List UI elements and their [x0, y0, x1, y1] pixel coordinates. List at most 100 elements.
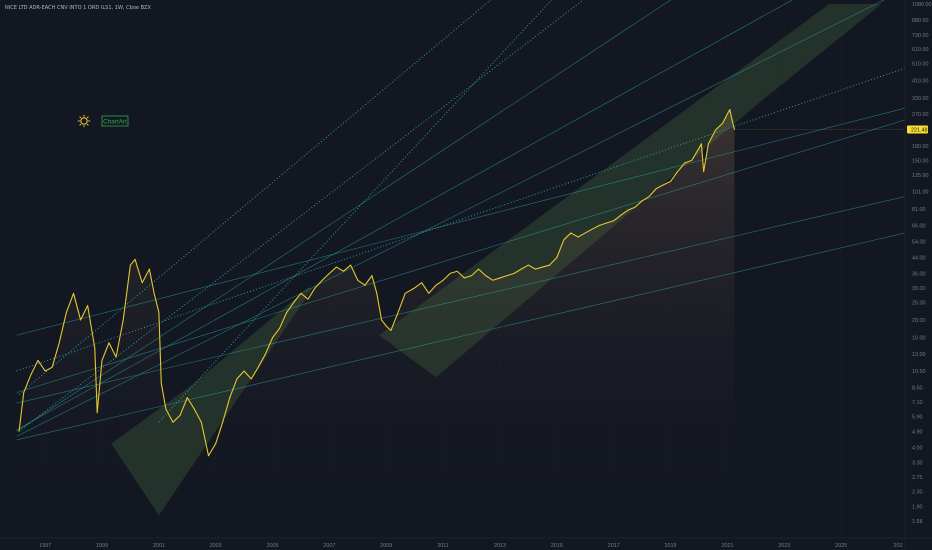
sun-icon: [77, 114, 91, 128]
y-tick-label: 3.30: [912, 461, 923, 467]
price-point: [257, 366, 259, 368]
price-point: [222, 421, 224, 423]
trend-line-3[interactable]: [16, 119, 906, 393]
x-axis[interactable]: 1997 1999 2001 2003 2005 2007 2009 2011 2013 2015…: [39, 543, 902, 549]
price-point: [684, 162, 686, 164]
price-point: [250, 378, 252, 380]
price-point: [703, 171, 705, 173]
trend-line-8[interactable]: [16, 0, 905, 437]
price-point: [471, 275, 472, 277]
x-tick-label: 202: [893, 543, 902, 549]
watermark: ChartArt: [77, 114, 129, 128]
price-point: [172, 421, 174, 423]
price-point: [381, 319, 382, 321]
price-point: [364, 284, 366, 286]
price-point: [506, 275, 508, 277]
price-point: [272, 337, 273, 339]
price-point: [186, 397, 188, 399]
x-tick-label: 2025: [835, 543, 847, 549]
y-tick-label: 2.75: [912, 475, 923, 481]
y-tick-label: 880.00: [912, 18, 929, 24]
y-tick-label: 1.58: [912, 519, 923, 525]
trend-line-2[interactable]: [16, 107, 906, 336]
price-point: [729, 109, 731, 110]
price-point: [293, 301, 295, 303]
price-point: [707, 143, 709, 145]
x-tick-label: 2011: [437, 543, 449, 549]
trend-line-6[interactable]: [16, 0, 905, 432]
price-point: [300, 292, 302, 294]
x-tick-label: 2001: [153, 543, 165, 549]
watermark-frame: [101, 115, 129, 127]
price-point: [641, 200, 643, 202]
price-point: [655, 188, 657, 190]
price-point: [23, 392, 25, 393]
y-tick-label: 4.90: [912, 429, 923, 435]
price-line: [18, 108, 735, 457]
price-point: [279, 327, 280, 329]
y-tick-label: 81.00: [912, 207, 926, 213]
price-point: [65, 312, 67, 313]
y-tick-label: 730.00: [912, 33, 929, 39]
y-tick-label: 16.00: [912, 336, 926, 342]
price-point: [478, 268, 480, 270]
price-point: [613, 220, 615, 222]
price-point: [620, 214, 622, 216]
price-point: [376, 292, 378, 294]
chart-title: NICE LTD ADR-EACH CNV INTO 1 ORD ILS1, 1…: [5, 5, 152, 11]
price-point: [421, 282, 423, 284]
price-point: [37, 360, 39, 361]
x-tick-label: 2003: [210, 543, 222, 549]
price-point: [584, 232, 586, 234]
trend-line-7[interactable]: [16, 0, 905, 431]
price-point: [51, 366, 53, 368]
y-tick-label: 25.00: [912, 300, 926, 306]
price-point: [442, 279, 444, 281]
price-point: [570, 232, 572, 234]
y-tick-label: 66.00: [912, 223, 926, 229]
trend-line-layer: [16, 0, 906, 441]
trend-line-11[interactable]: [158, 0, 562, 423]
price-point: [662, 184, 664, 186]
price-point: [73, 292, 74, 294]
price-point: [158, 312, 160, 313]
price-point: [200, 421, 202, 423]
y-tick-label: 13.00: [912, 352, 926, 358]
y-tick-label: 36.00: [912, 271, 926, 277]
trend-line-4[interactable]: [16, 196, 906, 404]
price-point: [485, 275, 487, 277]
price-point: [435, 284, 437, 286]
price-point: [634, 206, 636, 208]
price-point: [179, 414, 181, 416]
price-point: [492, 279, 494, 281]
price-point: [513, 272, 515, 274]
x-tick-label: 2017: [608, 543, 620, 549]
price-point: [414, 287, 416, 289]
price-point: [698, 147, 700, 149]
price-point: [371, 275, 373, 277]
price-point: [577, 236, 579, 238]
price-point: [385, 325, 387, 327]
y-tick-label: 330.00: [912, 96, 929, 102]
trend-line-10[interactable]: [18, 0, 597, 395]
x-tick-label: 2007: [323, 543, 335, 549]
x-tick-label: 1999: [96, 543, 108, 549]
price-point: [101, 360, 103, 361]
price-point: [129, 264, 131, 266]
price-point: [700, 143, 702, 145]
price-point: [148, 268, 150, 270]
price-line-layer: [18, 108, 735, 457]
price-point: [193, 408, 195, 410]
last-price-badge: [907, 125, 928, 134]
y-tick-label: 5.90: [912, 415, 923, 421]
price-point: [563, 239, 565, 241]
price-point: [208, 455, 209, 457]
price-point: [87, 305, 89, 306]
price-point: [428, 292, 430, 294]
price-point: [627, 209, 629, 211]
y-tick-label: 30.00: [912, 286, 926, 292]
x-tick-label: 1997: [39, 543, 51, 549]
y-axis[interactable]: 1080.00 880.00 730.00 610.00 510.00 410.00 330…: [734, 2, 932, 525]
price-point: [390, 330, 392, 331]
